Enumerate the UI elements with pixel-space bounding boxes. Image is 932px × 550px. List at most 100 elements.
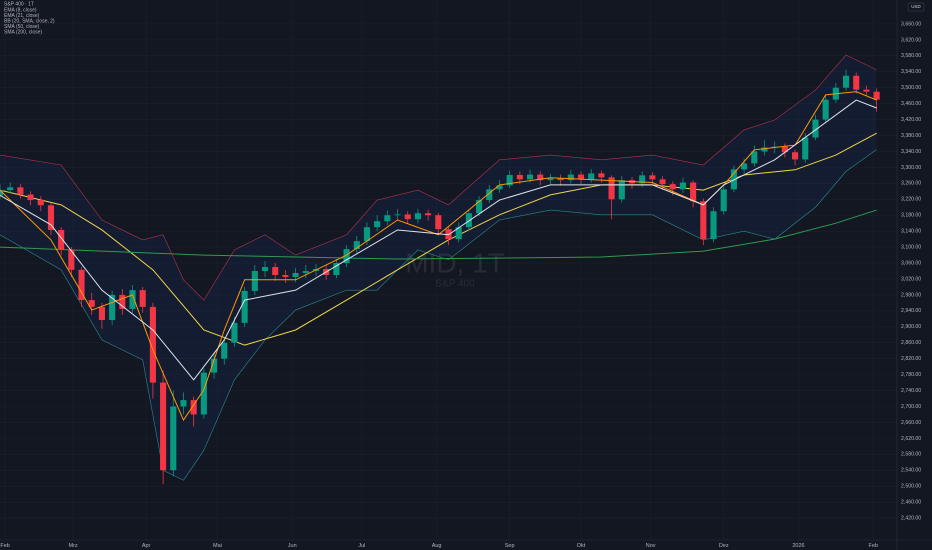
candle-body xyxy=(353,241,360,250)
candle-body xyxy=(343,249,350,264)
candle-body xyxy=(853,75,860,90)
candle-body xyxy=(374,221,381,228)
candle-body xyxy=(251,271,258,291)
legend: EMA (8, close)EMA (21, close)BB (20, SMA… xyxy=(4,7,55,35)
candle-body xyxy=(180,400,187,407)
candle-body xyxy=(129,290,136,309)
y-tick-label: 2,460.00 xyxy=(901,500,921,506)
y-tick-label: 2,740.00 xyxy=(901,388,921,394)
candle-body xyxy=(577,174,585,180)
y-tick-label: 3,220.00 xyxy=(901,197,921,203)
y-tick-label: 3,180.00 xyxy=(901,213,921,219)
indicator-line xyxy=(0,91,877,422)
x-tick-label: Feb xyxy=(868,543,877,549)
watermark-subtitle: S&P 400 xyxy=(435,279,475,290)
y-tick-label: 3,020.00 xyxy=(901,276,921,282)
candle-body xyxy=(812,119,819,138)
x-tick-label: 2026 xyxy=(792,543,804,549)
candle-body xyxy=(506,174,513,186)
y-tick-label: 3,580.00 xyxy=(901,53,921,59)
y-tick-label: 2,940.00 xyxy=(901,308,921,314)
chart-title: S&P 400 · 1T xyxy=(4,1,34,7)
candle-body xyxy=(567,174,574,181)
candle-body xyxy=(669,184,676,190)
candle-body xyxy=(17,187,24,195)
y-tick-label: 2,900.00 xyxy=(901,324,921,330)
x-tick-label: Nov xyxy=(646,543,656,549)
candle-body xyxy=(476,200,483,214)
candle-body xyxy=(210,358,218,373)
x-tick-label: Okt xyxy=(577,543,586,549)
x-tick-label: Mrz xyxy=(68,543,77,549)
candle-body xyxy=(170,406,177,471)
y-tick-label: 3,060.00 xyxy=(901,260,921,266)
y-tick-label: 3,620.00 xyxy=(901,37,921,43)
candle-body xyxy=(557,178,564,181)
candle-body xyxy=(261,267,269,272)
y-tick-label: 3,420.00 xyxy=(901,117,921,123)
candle-body xyxy=(68,249,75,270)
candle-body xyxy=(618,180,625,200)
candle-body xyxy=(221,342,228,359)
candle-body xyxy=(27,194,34,201)
candle-body xyxy=(282,274,289,277)
candle-body xyxy=(608,177,615,200)
y-tick-label: 3,460.00 xyxy=(901,101,921,107)
y-tick-label: 2,500.00 xyxy=(901,484,921,490)
candle-body xyxy=(751,151,758,164)
candle-body xyxy=(363,227,371,242)
y-tick-label: 3,540.00 xyxy=(901,69,921,75)
candle-body xyxy=(547,178,554,181)
candle-body xyxy=(139,290,146,307)
candle-body xyxy=(160,382,167,471)
y-tick-label: 3,660.00 xyxy=(901,21,921,27)
candle-body xyxy=(88,300,95,307)
candle-body xyxy=(700,201,707,240)
y-tick-label: 2,780.00 xyxy=(901,372,921,378)
y-tick-label: 2,820.00 xyxy=(901,356,921,362)
candle-body xyxy=(842,75,850,88)
legend-entry: EMA (8, close) xyxy=(4,7,37,13)
x-tick-label: Jul xyxy=(358,543,365,549)
candle-body xyxy=(200,372,207,415)
candle-body xyxy=(537,174,544,181)
candle-body xyxy=(761,147,768,152)
candle-body xyxy=(109,294,116,321)
candle-body xyxy=(873,91,880,100)
candle-body xyxy=(649,175,656,180)
y-tick-label: 3,380.00 xyxy=(901,133,921,139)
candle-body xyxy=(710,211,717,240)
y-tick-label: 2,660.00 xyxy=(901,420,921,426)
candle-body xyxy=(231,322,238,343)
legend-entry: SMA (50, close) xyxy=(4,24,40,30)
candle-body xyxy=(516,174,523,180)
candle-body xyxy=(149,306,156,383)
candle-body xyxy=(792,152,799,160)
indicator-line xyxy=(0,209,877,260)
y-tick-label: 3,260.00 xyxy=(901,181,921,187)
candle-body xyxy=(333,263,340,275)
candle-body xyxy=(455,227,462,240)
candle-body xyxy=(496,185,503,190)
candle-body xyxy=(384,215,391,222)
y-tick-label: 3,140.00 xyxy=(901,229,921,235)
candle-body xyxy=(98,306,105,321)
candle-body xyxy=(414,213,421,220)
x-tick-label: Jun xyxy=(288,543,297,549)
candle-body xyxy=(425,213,432,216)
candle-body xyxy=(404,214,411,220)
y-tick-label: 3,100.00 xyxy=(901,244,921,250)
candle-body xyxy=(802,137,809,160)
candle-body xyxy=(720,189,727,212)
candle-body xyxy=(272,267,279,275)
currency: USD xyxy=(911,4,921,9)
y-tick-label: 3,340.00 xyxy=(901,149,921,155)
candle-body xyxy=(526,174,534,180)
y-tick-label: 2,860.00 xyxy=(901,340,921,346)
candle-body xyxy=(486,189,493,201)
x-tick-label: Feb xyxy=(0,543,9,549)
candle-body xyxy=(659,179,666,185)
